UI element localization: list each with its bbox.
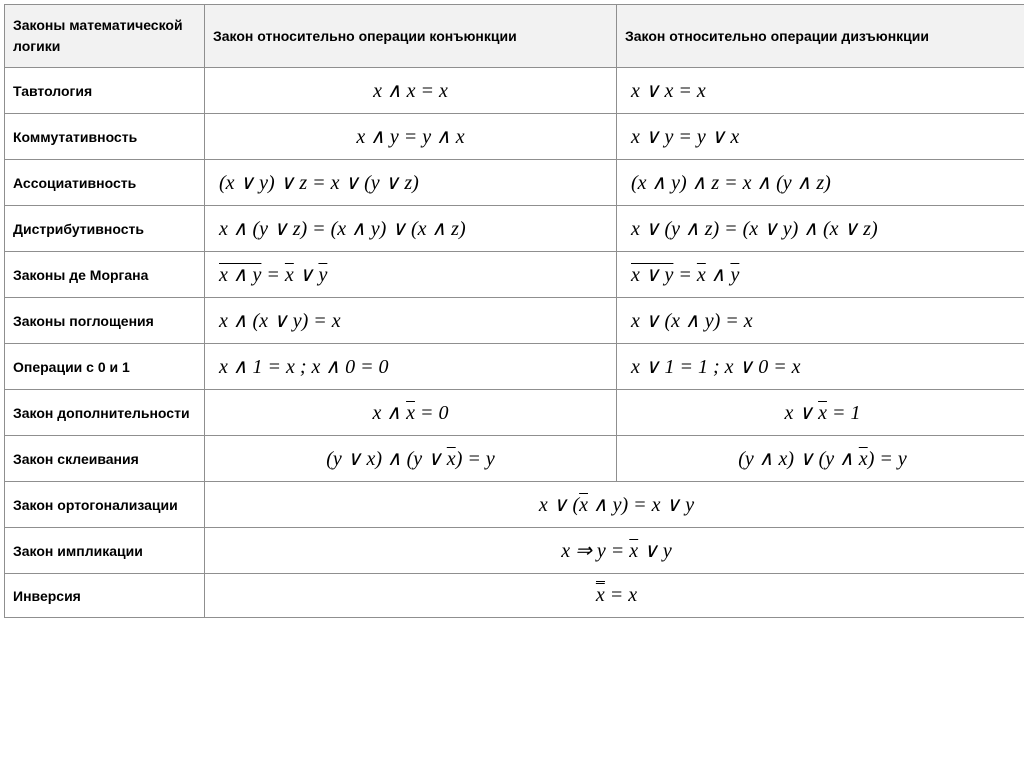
law-name: Операции с 0 и 1 <box>5 344 205 390</box>
law-name: Законы де Моргана <box>5 252 205 298</box>
formula-disj: x ∨ x = 1 <box>617 390 1024 436</box>
formula-conj: (y ∨ x) ∧ (y ∨ x) = y <box>205 436 617 482</box>
law-name: Коммутативность <box>5 114 205 160</box>
formula-disj: (y ∧ x) ∨ (y ∧ x) = y <box>617 436 1024 482</box>
formula-conj: x ∧ (x ∨ y) = x <box>205 298 617 344</box>
formula-merged: x ∨ (x ∧ y) = x ∨ y <box>205 482 1024 528</box>
row-commutativity: Коммутативность x ∧ y = y ∧ x x ∨ y = y … <box>5 114 1024 160</box>
row-demorgan: Законы де Моргана x ∧ y = x ∨ y x ∨ y = … <box>5 252 1024 298</box>
law-name: Закон склеивания <box>5 436 205 482</box>
formula-merged: x ⇒ y = x ∨ y <box>205 528 1024 574</box>
row-complement: Закон дополнительности x ∧ x = 0 x ∨ x =… <box>5 390 1024 436</box>
formula-disj: x ∨ 1 = 1 ; x ∨ 0 = x <box>617 344 1024 390</box>
law-name: Закон ортогонализации <box>5 482 205 528</box>
row-zero-one: Операции с 0 и 1 x ∧ 1 = x ; x ∧ 0 = 0 x… <box>5 344 1024 390</box>
formula-disj: (x ∧ y) ∧ z = x ∧ (y ∧ z) <box>617 160 1024 206</box>
row-associativity: Ассоциативность (x ∨ y) ∨ z = x ∨ (y ∨ z… <box>5 160 1024 206</box>
formula-disj: x ∨ x = x <box>617 68 1024 114</box>
formula-conj: x ∧ y = x ∨ y <box>205 252 617 298</box>
row-gluing: Закон склеивания (y ∨ x) ∧ (y ∨ x) = y (… <box>5 436 1024 482</box>
header-row: Законы математической логики Закон относ… <box>5 5 1024 68</box>
row-inversion: Инверсия x = x <box>5 574 1024 618</box>
law-name: Закон дополнительности <box>5 390 205 436</box>
law-name: Тавтология <box>5 68 205 114</box>
header-conjunction: Закон относительно операции конъюнкции <box>205 5 617 68</box>
formula-conj: x ∧ 1 = x ; x ∧ 0 = 0 <box>205 344 617 390</box>
law-name: Закон импликации <box>5 528 205 574</box>
formula-conj: x ∧ y = y ∧ x <box>205 114 617 160</box>
row-tautology: Тавтология x ∧ x = x x ∨ x = x <box>5 68 1024 114</box>
row-implication: Закон импликации x ⇒ y = x ∨ y <box>5 528 1024 574</box>
formula-conj: x ∧ x = x <box>205 68 617 114</box>
header-disjunction: Закон относительно операции дизъюнкции <box>617 5 1024 68</box>
law-name: Ассоциативность <box>5 160 205 206</box>
formula-disj: x ∨ y = y ∨ x <box>617 114 1024 160</box>
logic-laws-table: Законы математической логики Закон относ… <box>4 4 1024 618</box>
formula-disj: x ∨ (y ∧ z) = (x ∨ y) ∧ (x ∨ z) <box>617 206 1024 252</box>
row-orthogonalization: Закон ортогонализации x ∨ (x ∧ y) = x ∨ … <box>5 482 1024 528</box>
formula-disj: x ∨ (x ∧ y) = x <box>617 298 1024 344</box>
law-name: Инверсия <box>5 574 205 618</box>
formula-conj: (x ∨ y) ∨ z = x ∨ (y ∨ z) <box>205 160 617 206</box>
formula-conj: x ∧ x = 0 <box>205 390 617 436</box>
formula-conj: x ∧ (y ∨ z) = (x ∧ y) ∨ (x ∧ z) <box>205 206 617 252</box>
header-laws: Законы математической логики <box>5 5 205 68</box>
law-name: Законы поглощения <box>5 298 205 344</box>
row-distributivity: Дистрибутивность x ∧ (y ∨ z) = (x ∧ y) ∨… <box>5 206 1024 252</box>
formula-merged: x = x <box>205 574 1024 618</box>
row-absorption: Законы поглощения x ∧ (x ∨ y) = x x ∨ (x… <box>5 298 1024 344</box>
formula-disj: x ∨ y = x ∧ y <box>617 252 1024 298</box>
law-name: Дистрибутивность <box>5 206 205 252</box>
